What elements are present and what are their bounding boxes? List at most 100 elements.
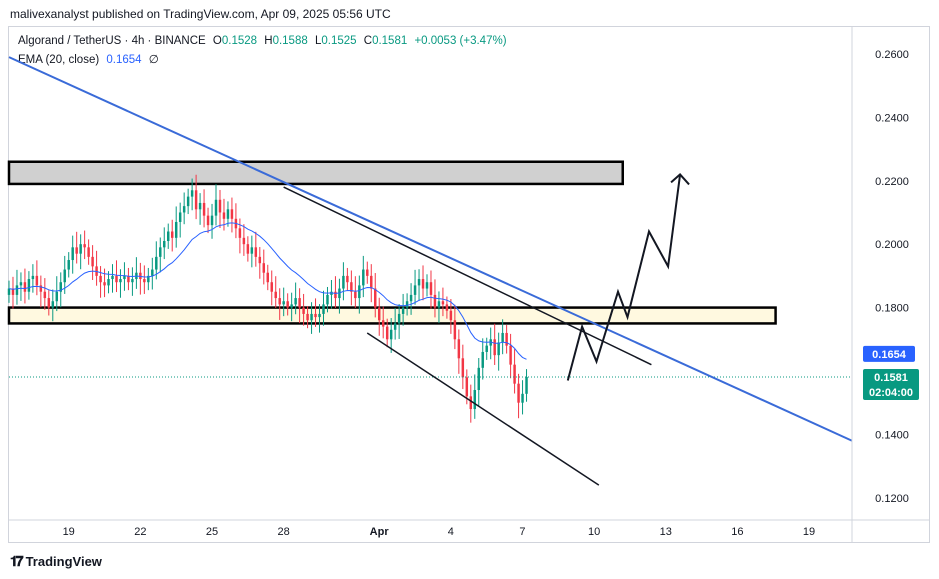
candle-down bbox=[262, 263, 266, 273]
low-label: L bbox=[314, 35, 322, 47]
candle-down bbox=[377, 307, 381, 321]
resistance-zone bbox=[7, 160, 624, 186]
candle-up bbox=[485, 345, 488, 352]
candle-down bbox=[366, 269, 369, 276]
candle-up bbox=[393, 323, 397, 330]
candle-up bbox=[481, 351, 484, 368]
candle-up bbox=[521, 393, 524, 403]
candle-up bbox=[342, 275, 345, 289]
candle-down bbox=[258, 256, 262, 264]
tradingview-logo-icon: 𝟏𝟕 bbox=[10, 553, 24, 569]
zone-layer bbox=[7, 160, 777, 325]
symbol-legend: Algorand / TetherUS · 4h · BINANCE O0.15… bbox=[18, 35, 507, 47]
candle-down bbox=[445, 304, 449, 311]
candle-down bbox=[513, 364, 516, 384]
channel-lower-line bbox=[366, 332, 600, 486]
drawing-layer bbox=[8, 56, 853, 486]
candle-down bbox=[270, 282, 273, 292]
candle-down bbox=[39, 285, 43, 292]
ema-price-badge bbox=[863, 345, 915, 362]
candle-up bbox=[167, 231, 170, 242]
candle-up bbox=[131, 279, 134, 283]
candle-up bbox=[497, 342, 500, 356]
ema-label[interactable]: EMA (20, close) bbox=[18, 54, 100, 66]
ema-visibility-icon[interactable]: ∅ bbox=[148, 54, 159, 66]
candle-up bbox=[397, 313, 401, 324]
candle-down bbox=[465, 377, 469, 397]
low-value: 0.1525 bbox=[321, 35, 357, 47]
candle-down bbox=[306, 313, 309, 321]
candle-down bbox=[374, 288, 377, 308]
candle-down bbox=[11, 288, 15, 295]
candle-down bbox=[469, 396, 473, 410]
candle-up bbox=[477, 367, 480, 391]
candle-up bbox=[322, 304, 325, 314]
candle-up bbox=[326, 294, 329, 305]
x-tick-label: Apr bbox=[370, 526, 390, 538]
candle-down bbox=[517, 383, 520, 403]
candle-down bbox=[83, 244, 86, 248]
candle-up bbox=[59, 282, 62, 292]
x-tick-label: 25 bbox=[206, 526, 218, 538]
candle-up bbox=[51, 301, 55, 308]
candle-down bbox=[115, 275, 118, 283]
candle-up bbox=[198, 202, 202, 210]
candle-down bbox=[91, 256, 94, 267]
candle-down bbox=[35, 275, 39, 286]
candle-down bbox=[302, 307, 305, 314]
candle-up bbox=[294, 298, 297, 305]
candle-up bbox=[417, 279, 421, 286]
last-price-badge bbox=[863, 369, 919, 401]
candle-down bbox=[230, 209, 234, 219]
candle-up bbox=[182, 206, 186, 213]
candle-down bbox=[354, 291, 357, 299]
tradingview-brand[interactable]: 𝟏𝟕 TradingView bbox=[10, 553, 102, 570]
candle-down bbox=[23, 282, 27, 292]
high-value: 0.1588 bbox=[272, 35, 308, 47]
badge-layer: 0.1654 0.1581 02:04:00 bbox=[863, 345, 919, 401]
x-tick-label: 7 bbox=[519, 526, 525, 538]
candle-layer bbox=[7, 174, 528, 423]
candle-down bbox=[170, 231, 174, 238]
candle-up bbox=[389, 329, 393, 340]
candle-up bbox=[501, 332, 504, 343]
change-value: +0.0053 (+3.47%) bbox=[414, 35, 507, 47]
candle-down bbox=[421, 279, 425, 289]
candle-up bbox=[214, 199, 218, 216]
candle-up bbox=[473, 390, 477, 410]
candle-down bbox=[127, 275, 130, 283]
y-tick-label: 0.1200 bbox=[875, 493, 909, 505]
candle-up bbox=[155, 256, 158, 270]
candle-up bbox=[226, 209, 230, 219]
candle-down bbox=[139, 272, 142, 280]
candle-up bbox=[79, 244, 82, 254]
candle-down bbox=[222, 212, 226, 219]
candle-down bbox=[246, 244, 250, 254]
candle-down bbox=[103, 282, 106, 286]
last-price-label: 0.1581 bbox=[874, 372, 908, 384]
ema-price-badge-label: 0.1654 bbox=[872, 349, 907, 361]
candle-down bbox=[43, 291, 47, 299]
brand-name: TradingView bbox=[25, 554, 102, 569]
candle-down bbox=[266, 272, 269, 283]
candle-up bbox=[119, 279, 122, 283]
y-tick-label: 0.2000 bbox=[875, 239, 909, 251]
publisher-line: malivexanalyst published on TradingView.… bbox=[10, 7, 391, 21]
symbol-name[interactable]: Algorand / TetherUS · 4h · BINANCE bbox=[18, 35, 206, 47]
x-tick-label: 10 bbox=[588, 526, 600, 538]
candle-up bbox=[111, 275, 114, 280]
candle-up bbox=[55, 291, 59, 302]
candle-down bbox=[509, 345, 512, 365]
close-label: C bbox=[363, 35, 373, 47]
candle-down bbox=[274, 291, 277, 299]
x-tick-label: 19 bbox=[803, 526, 815, 538]
candle-up bbox=[186, 196, 190, 207]
candle-down bbox=[505, 332, 508, 346]
candle-up bbox=[413, 285, 417, 295]
x-tick-label: 16 bbox=[731, 526, 743, 538]
candle-down bbox=[143, 279, 146, 283]
candle-down bbox=[461, 358, 465, 378]
ema-layer bbox=[8, 222, 527, 360]
candle-down bbox=[334, 291, 337, 299]
